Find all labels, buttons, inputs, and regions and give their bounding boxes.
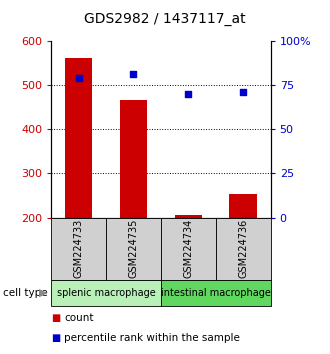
Bar — [120, 101, 147, 218]
Point — [131, 72, 136, 77]
Bar — [106, 218, 161, 280]
Text: ▶: ▶ — [39, 288, 48, 298]
Bar — [175, 215, 202, 218]
Text: count: count — [64, 313, 94, 323]
Text: percentile rank within the sample: percentile rank within the sample — [64, 333, 240, 343]
Bar — [65, 58, 92, 218]
Text: GSM224734: GSM224734 — [183, 219, 193, 278]
Bar — [229, 194, 257, 218]
Bar — [51, 218, 106, 280]
Text: intestinal macrophage: intestinal macrophage — [161, 288, 271, 298]
Bar — [51, 280, 161, 306]
Point — [186, 91, 191, 97]
Bar — [216, 218, 271, 280]
Text: ■: ■ — [51, 313, 60, 323]
Text: GSM224733: GSM224733 — [74, 219, 83, 278]
Point — [76, 75, 81, 81]
Bar — [161, 218, 216, 280]
Text: GSM224736: GSM224736 — [238, 219, 248, 278]
Text: GDS2982 / 1437117_at: GDS2982 / 1437117_at — [84, 12, 246, 27]
Bar — [161, 280, 271, 306]
Text: splenic macrophage: splenic macrophage — [57, 288, 155, 298]
Point — [241, 89, 246, 95]
Text: cell type: cell type — [3, 288, 48, 298]
Text: ■: ■ — [51, 333, 60, 343]
Text: GSM224735: GSM224735 — [128, 219, 139, 278]
